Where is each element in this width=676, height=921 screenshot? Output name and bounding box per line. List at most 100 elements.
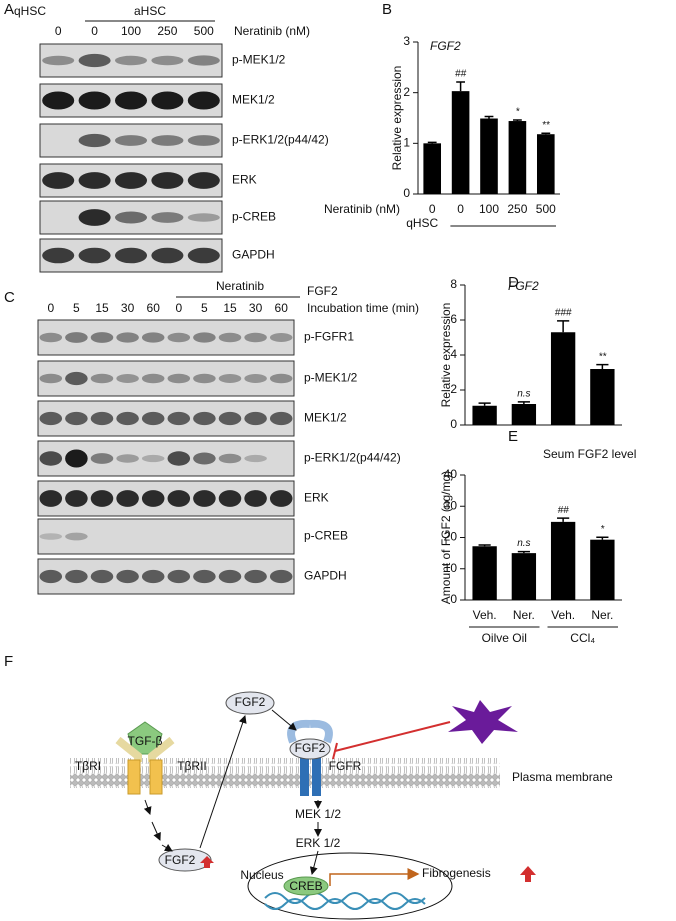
annotation: **	[598, 351, 607, 362]
label: Fibrogenesis	[422, 866, 491, 880]
y-tick-label: 40	[444, 467, 458, 481]
blot-strip	[39, 123, 223, 158]
panel-letter: E	[508, 428, 518, 445]
row-label: p-MEK1/2	[304, 371, 358, 385]
receptor-2	[149, 759, 163, 795]
annotation: n.s	[517, 389, 530, 400]
inhibitor-star	[448, 700, 518, 744]
y-tick-label: 3	[403, 34, 410, 48]
blot-strip	[37, 518, 295, 555]
bar	[472, 405, 497, 425]
bar	[480, 118, 498, 194]
up-arrow	[520, 866, 536, 882]
error-bar	[557, 320, 570, 333]
row-label: p-ERK1/2(p44/42)	[304, 451, 401, 465]
band	[151, 172, 184, 189]
x-tick-label: Veh.	[473, 608, 497, 622]
label: Plasma membrane	[512, 770, 613, 784]
x-tick-label: 250	[507, 202, 527, 216]
diagram	[70, 691, 536, 920]
row-label: GAPDH	[304, 569, 347, 583]
label: TβRI	[75, 759, 101, 773]
band	[141, 490, 165, 507]
arrow	[161, 843, 173, 852]
band	[193, 569, 216, 584]
y-axis-label: Relative expression	[439, 303, 453, 408]
panel-letter: D	[508, 274, 519, 291]
bar	[511, 404, 537, 425]
panel-letter: F	[4, 653, 13, 670]
lane-label: 5	[201, 301, 208, 315]
band	[187, 55, 220, 66]
y-tick-label: 2	[403, 85, 410, 99]
band	[65, 332, 88, 343]
lane-label: 0	[91, 24, 98, 38]
lane-label: 0	[55, 24, 62, 38]
band	[187, 172, 220, 189]
band	[218, 490, 242, 507]
band	[244, 374, 267, 383]
annotation: **	[542, 120, 551, 131]
band	[167, 451, 191, 466]
band	[42, 172, 75, 189]
label: FGFR	[329, 759, 362, 773]
bar	[550, 332, 576, 425]
arrow	[271, 709, 297, 731]
annotation: ##	[455, 69, 467, 80]
band	[218, 569, 242, 584]
bar	[451, 91, 470, 194]
label: FGF2	[165, 853, 196, 867]
panel-letter: C	[4, 289, 15, 306]
band	[116, 411, 139, 426]
label: TβRII	[177, 759, 207, 773]
lane-label: 15	[223, 301, 237, 315]
row-label: MEK1/2	[304, 411, 347, 425]
annotation: *	[515, 107, 520, 118]
blot-strip	[37, 319, 295, 356]
group-label: Neratinib	[216, 279, 264, 293]
chart-title: FGF2	[508, 279, 539, 293]
chart-title: Seum FGF2 level	[543, 447, 636, 461]
y-tick-label: 6	[450, 312, 457, 326]
annotation: ###	[555, 308, 572, 319]
y-tick-label: 1	[403, 136, 410, 150]
label: MEK 1/2	[295, 807, 341, 821]
y-tick-label: 10	[444, 561, 458, 575]
band	[116, 454, 139, 463]
nucleus-outline	[247, 852, 453, 920]
band	[244, 454, 267, 463]
lane-label: 500	[194, 24, 214, 38]
band	[78, 91, 111, 110]
band	[116, 569, 139, 584]
inhibition-bar	[332, 742, 338, 760]
tgf-ligand	[127, 721, 163, 755]
band	[39, 490, 63, 507]
arrow	[309, 850, 319, 875]
band	[187, 135, 220, 146]
y-tick-label: 30	[444, 498, 458, 512]
error-bar	[517, 401, 530, 404]
membrane	[70, 758, 500, 788]
x-tick-label: 0	[457, 202, 464, 216]
bar	[472, 546, 497, 600]
y-tick-label: 8	[450, 277, 457, 291]
band	[269, 490, 293, 507]
x-tick-label: 500	[536, 202, 556, 216]
x-axis-label: Neratinib (nM)	[324, 202, 400, 216]
y-tick-label: 0	[450, 592, 457, 606]
lane-label: 30	[249, 301, 263, 315]
row-label: p-CREB	[232, 210, 276, 224]
chart-title: FGF2	[430, 39, 461, 53]
band	[167, 332, 191, 343]
band	[187, 213, 220, 222]
band	[78, 53, 111, 68]
receptor-1	[127, 759, 141, 795]
error-bar	[596, 536, 609, 540]
y-tick-label: 4	[450, 347, 457, 361]
band	[141, 454, 165, 463]
band	[269, 373, 293, 384]
arrow	[143, 799, 152, 815]
lane-label: 30	[121, 301, 135, 315]
up-arrow	[200, 856, 214, 868]
lane-label: 15	[95, 301, 109, 315]
